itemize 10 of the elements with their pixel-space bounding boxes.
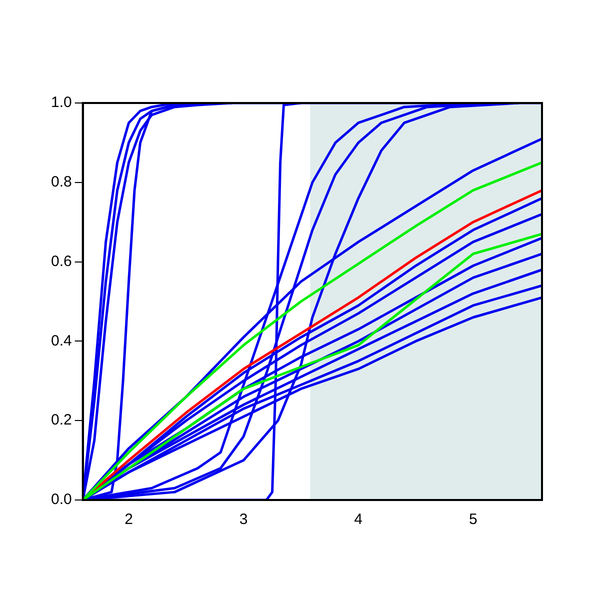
y-tick-label: 0.4 — [50, 332, 72, 350]
x-tick-label: 4 — [354, 511, 363, 528]
x-tick-label: 5 — [468, 511, 478, 528]
y-tick-label: 0.8 — [50, 174, 72, 191]
y-tick-label: 0.2 — [50, 412, 72, 429]
x-tick-label: 3 — [239, 511, 248, 528]
x-tick-label: 2 — [124, 511, 133, 528]
y-tick-label: 0.6 — [50, 252, 72, 270]
y-tick-label: 1.0 — [50, 94, 72, 112]
y-tick-label: 0.0 — [50, 491, 72, 508]
